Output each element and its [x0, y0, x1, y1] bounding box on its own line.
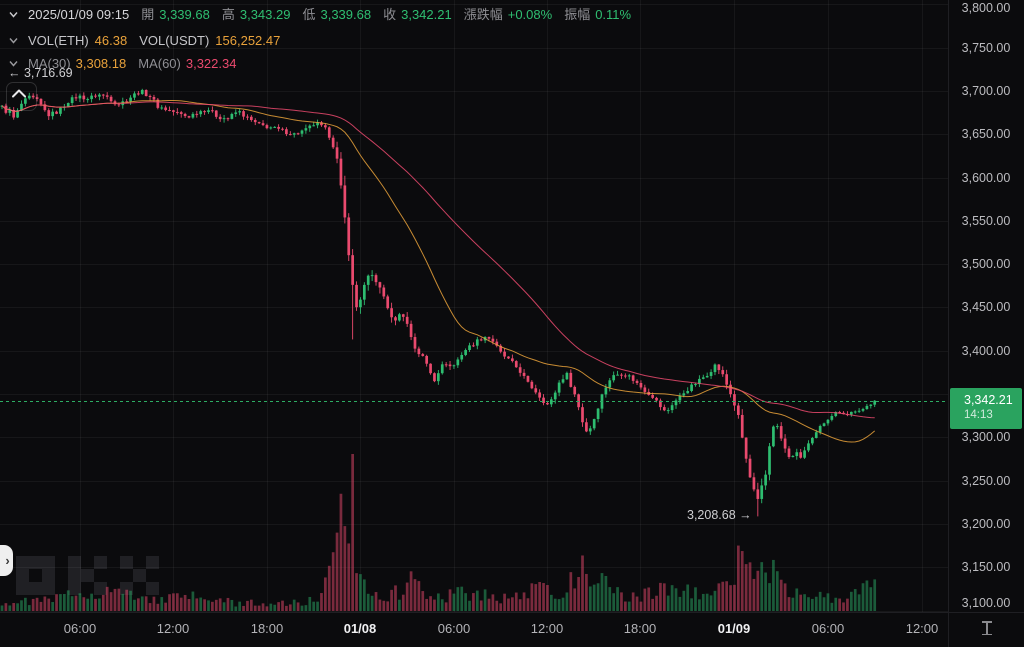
change-label: 漲跌幅 — [463, 7, 503, 22]
ma60-value: 3,322.34 — [185, 56, 237, 71]
open-label: 開 — [141, 7, 155, 22]
price-axis[interactable]: 3,800.00 3,750.00 3,700.00 3,650.00 3,600.00… — [948, 0, 1024, 612]
time-axis-label: 18:00 — [623, 621, 657, 636]
high-value: 3,343.29 — [239, 7, 291, 22]
vol-usdt-label: VOL(USDT) — [139, 33, 210, 48]
last-price-value: 3,342.21 — [964, 393, 1013, 407]
change-value: +0.08% — [507, 7, 553, 22]
time-axis-label: 06:00 — [63, 621, 97, 636]
chevron-right-icon: › — [5, 553, 10, 568]
time-axis-border — [0, 612, 1024, 613]
close-value: 3,342.21 — [401, 7, 452, 22]
price-scale-icon[interactable] — [979, 620, 995, 636]
low-label: 低 — [302, 7, 316, 22]
time-axis-label: 12:00 — [156, 621, 190, 636]
vol-usdt-value: 156,252.47 — [215, 33, 281, 48]
time-axis[interactable]: 06:00 12:00 18:00 01/08 06:00 12:00 18:00 01/09… — [0, 612, 1024, 647]
price-axis-label: 3,650.00 — [961, 127, 1011, 142]
time-axis-label: 18:00 — [250, 621, 284, 636]
chevron-down-icon[interactable] — [8, 35, 22, 46]
high-label: 高 — [221, 7, 235, 22]
price-axis-label: 3,250.00 — [961, 473, 1011, 488]
panel-expand-button[interactable]: › — [0, 545, 13, 576]
last-price-badge[interactable]: 3,342.21 14:13 — [950, 388, 1022, 429]
price-axis-label: 3,150.00 — [961, 560, 1011, 575]
time-axis-label: 12:00 — [530, 621, 564, 636]
price-axis-label: 3,600.00 — [961, 170, 1011, 185]
price-axis-label: 3,500.00 — [961, 257, 1011, 272]
time-axis-label: 01/09 — [717, 621, 751, 636]
ma30-value: 3,308.18 — [75, 56, 127, 71]
ma30-label: MA(30) — [28, 56, 71, 71]
chart-marker-box[interactable] — [6, 82, 37, 111]
time-axis-label: 06:00 — [811, 621, 845, 636]
chevron-up-marker-icon[interactable] — [11, 89, 27, 98]
ohlc-legend-row: 2025/01/09 09:15 開 3,339.68 高 3,343.29 低… — [8, 7, 631, 22]
candlestick-chart-canvas[interactable] — [0, 0, 948, 612]
chevron-down-icon[interactable] — [8, 58, 22, 69]
volume-legend-row: VOL(ETH) 46.38 VOL(USDT) 156,252.47 — [8, 33, 280, 48]
price-axis-label: 3,200.00 — [961, 516, 1011, 531]
chevron-down-icon[interactable] — [8, 9, 22, 20]
amplitude-value: 0.11% — [595, 7, 632, 22]
time-axis-label: 01/08 — [343, 621, 377, 636]
price-axis-border — [948, 0, 949, 647]
ma-legend-row: MA(30) 3,308.18 MA(60) 3,322.34 — [8, 56, 236, 71]
price-axis-label: 3,700.00 — [961, 83, 1011, 98]
open-value: 3,339.68 — [159, 7, 210, 22]
price-axis-label: 3,400.00 — [961, 343, 1011, 358]
ma60-label: MA(60) — [138, 56, 181, 71]
price-axis-label: 3,800.00 — [961, 1, 1011, 15]
close-label: 收 — [383, 7, 397, 22]
price-axis-label: 3,450.00 — [961, 300, 1011, 315]
session-high-annotation: ← 3,716.69 — [8, 66, 73, 80]
low-value: 3,339.68 — [320, 7, 372, 22]
session-low-annotation: 3,208.68 → — [687, 508, 752, 522]
price-axis-label: 3,750.00 — [961, 40, 1011, 55]
price-axis-label: 3,550.00 — [961, 213, 1011, 228]
amplitude-label: 振幅 — [564, 7, 591, 22]
time-axis-label: 06:00 — [437, 621, 471, 636]
price-axis-label: 3,100.00 — [961, 596, 1011, 610]
candle-countdown: 14:13 — [964, 409, 993, 421]
vol-eth-label: VOL(ETH) — [28, 33, 89, 48]
vol-eth-value: 46.38 — [94, 33, 128, 48]
price-axis-label: 3,300.00 — [961, 430, 1011, 445]
time-axis-label: 12:00 — [905, 621, 939, 636]
candle-datetime: 2025/01/09 09:15 — [28, 7, 130, 22]
